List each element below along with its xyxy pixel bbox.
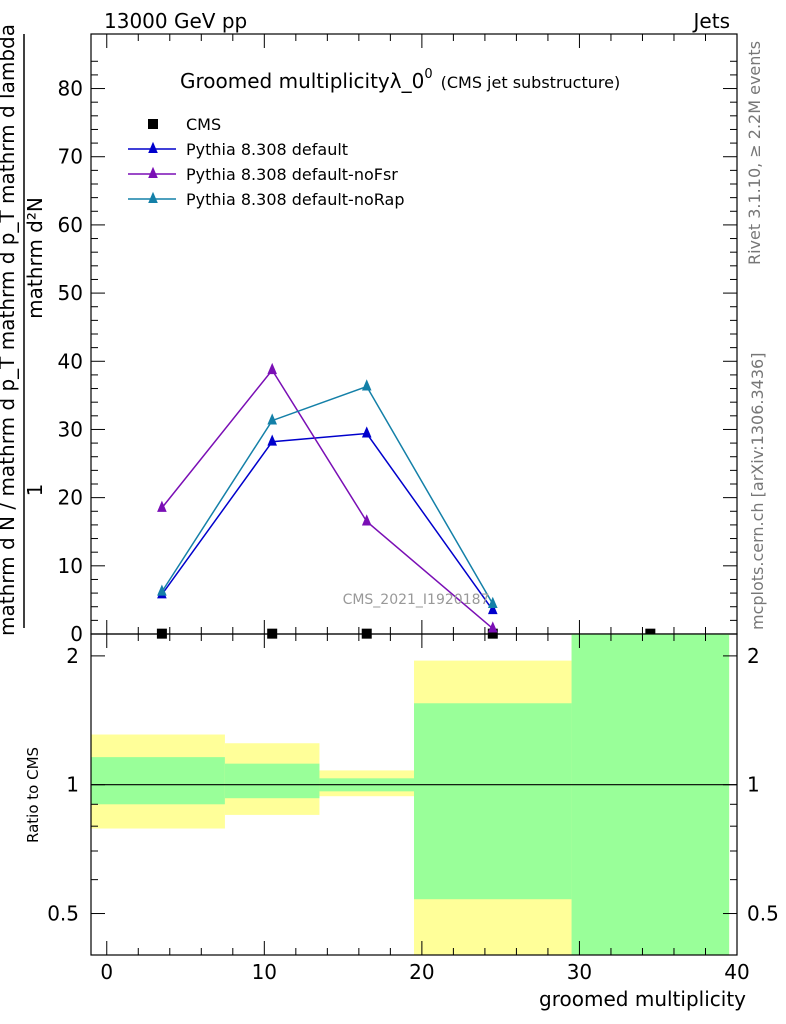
plot-title: Groomed multiplicityλ_00 (CMS jet substru… — [180, 67, 620, 93]
ratio-frame — [90, 633, 738, 956]
series-3 — [157, 379, 498, 608]
ratio-ytick-label-left: 1 — [66, 773, 79, 797]
ratio-bands — [91, 634, 737, 955]
series-point-3-2 — [361, 379, 372, 391]
ratio-xtick-label: 20 — [409, 960, 434, 984]
watermark: CMS_2021_I1920187 — [343, 592, 490, 608]
main-ytick-label: 60 — [58, 213, 83, 237]
ratio-band-green-0 — [91, 757, 225, 805]
main-plot: 0 10 20 30 40 50 60 70 80 CMS_2021_I1920187 Groo… — [58, 33, 738, 646]
ratio-ytick-label-right: 1 — [747, 773, 760, 797]
series-line-3 — [161, 385, 494, 605]
legend-item-1: Pythia 8.308 default — [128, 140, 348, 159]
ratio-band-green-3 — [414, 703, 572, 900]
ratio-ytick-label-right: 0.5 — [747, 902, 779, 926]
plot-title-sub: (CMS jet substructure) — [441, 73, 621, 92]
series-point-2-3 — [487, 621, 498, 633]
series-point-1-1 — [267, 434, 277, 446]
legend-marker-0 — [148, 119, 158, 129]
ratio-band-green-1 — [224, 763, 320, 799]
main-ytick-label: 0 — [70, 622, 83, 646]
legend-marker-2 — [148, 166, 158, 178]
ratio-xtick-label: 0 — [100, 960, 113, 984]
main-ytick-label: 50 — [58, 281, 83, 305]
main-ticks: 0 10 20 30 40 50 60 70 80 — [58, 34, 738, 646]
ratio-band-green-4 — [571, 634, 730, 955]
ratio-xtick-label: 40 — [724, 960, 749, 984]
main-ytick-label: 40 — [58, 349, 83, 373]
ratio-xtick-label: 10 — [252, 960, 277, 984]
ratio-frame-rect — [90, 633, 738, 956]
ylabel-denominator: mathrm d N / mathrm d p_T mathrm d p_T m… — [0, 24, 19, 636]
legend-item-3: Pythia 8.308 default-noRap — [128, 190, 404, 209]
legend-label-3: Pythia 8.308 default-noRap — [186, 190, 404, 209]
mcplots-label: mcplots.cern.ch [arXiv:1306.3436] — [748, 353, 767, 630]
series-point-3-1 — [267, 413, 277, 425]
series-point-2-0 — [157, 500, 167, 512]
ratio-ytick-label-left: 0.5 — [47, 902, 79, 926]
series-point-3-3 — [487, 596, 498, 608]
main-ytick-label: 70 — [58, 145, 83, 169]
main-ytick-label: 30 — [58, 417, 83, 441]
legend-marker-1 — [148, 141, 158, 153]
plot-title-main: Groomed multiplicityλ_00 (CMS jet substru… — [180, 67, 620, 93]
rivet-version-label: Rivet 3.1.10, ≥ 2.2M events — [745, 41, 764, 265]
main-ytick-label: 80 — [58, 77, 83, 101]
ratio-ticks: 0.5 0.51 12 20 10 20 30 40 — [47, 634, 779, 984]
ratio-ylabel: Ratio to CMS — [24, 747, 42, 843]
legend-item-2: Pythia 8.308 default-noFsr — [128, 165, 398, 184]
series-point-1-2 — [361, 426, 372, 438]
series-point-2-2 — [361, 514, 372, 526]
legend-item-0: CMS — [148, 115, 221, 134]
series-point-3-0 — [157, 584, 167, 596]
ratio-ytick-label-left: 2 — [66, 644, 79, 668]
legend-marker-3 — [148, 191, 158, 203]
legend-label-1: Pythia 8.308 default — [186, 140, 348, 159]
series-point-1-3 — [487, 602, 498, 615]
main-ytick-label: 20 — [58, 486, 83, 510]
ylabel-prefix: 1 — [23, 484, 47, 497]
series-point-2-1 — [267, 362, 277, 375]
ratio-xlabel: groomed multiplicity — [539, 987, 746, 1011]
series-2 — [157, 362, 498, 633]
main-ylabel: mathrm d²N 1 mathrm d N / mathrm d p_T m… — [0, 24, 47, 636]
ratio-plot: 0.5 0.51 12 20 10 20 30 40 Ratio to CMS groomed… — [24, 633, 779, 1011]
ratio-ytick-label-right: 2 — [747, 644, 760, 668]
plot-title-text: Groomed multiplicityλ_0 — [180, 69, 424, 93]
legend-label-0: CMS — [186, 115, 221, 134]
ylabel-numerator: mathrm d²N — [23, 197, 47, 319]
header-jets-label: Jets — [692, 9, 730, 33]
header-energy-label: 13000 GeV pp — [104, 9, 247, 33]
legend: CMS Pythia 8.308 default Pythia 8.308 defa… — [128, 115, 404, 209]
legend-label-2: Pythia 8.308 default-noFsr — [186, 165, 398, 184]
series-line-2 — [161, 368, 494, 630]
plot-title-superscript: 0 — [424, 67, 432, 82]
main-ytick-label: 10 — [58, 554, 83, 578]
series-line-1 — [161, 432, 494, 611]
ratio-xtick-label: 30 — [567, 960, 592, 984]
